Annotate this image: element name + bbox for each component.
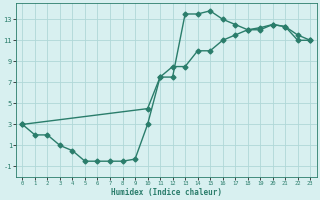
X-axis label: Humidex (Indice chaleur): Humidex (Indice chaleur) (111, 188, 222, 197)
